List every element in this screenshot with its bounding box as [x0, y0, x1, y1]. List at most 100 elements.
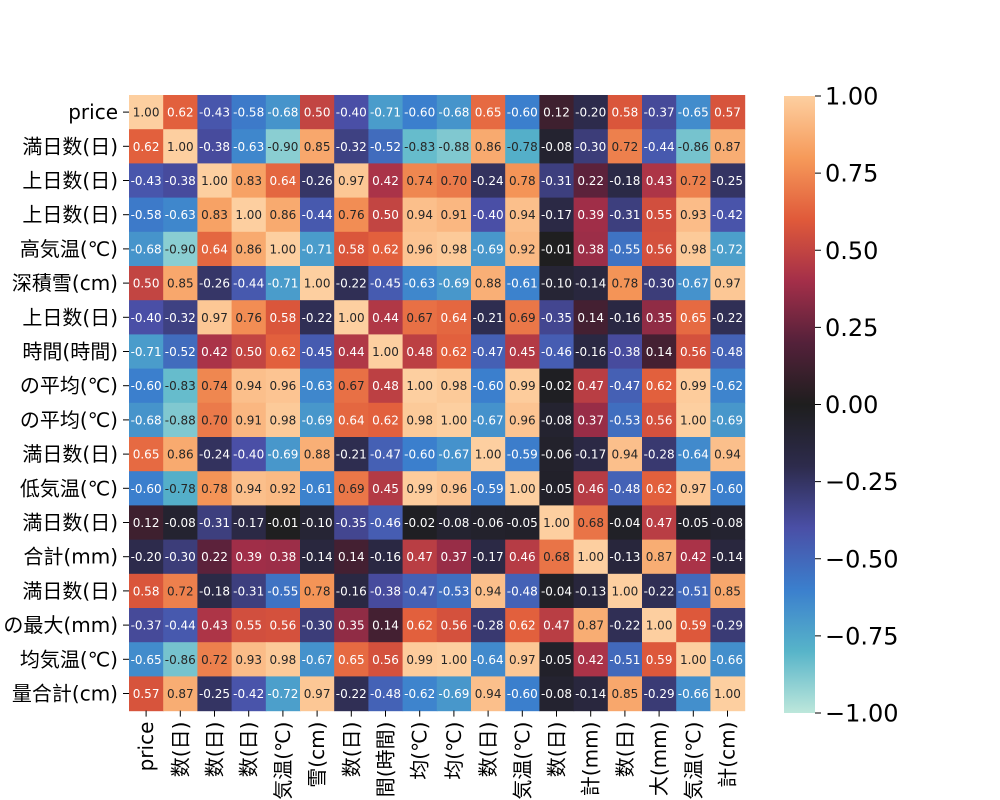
column-label: 計(mm) [579, 722, 603, 797]
cell-value-label: 0.47 [543, 619, 570, 633]
heatmap-cell [573, 300, 609, 335]
heatmap-cell [197, 437, 233, 472]
heatmap-cell [231, 334, 267, 370]
cell-value-label: 0.86 [475, 140, 502, 154]
cell-value-label: -0.48 [609, 482, 640, 496]
heatmap-cell [265, 334, 301, 370]
cell-value-label: -0.40 [336, 106, 367, 120]
cell-value-label: -0.40 [131, 311, 162, 325]
cell-value-label: 0.96 [406, 242, 433, 256]
cell-value-label: -0.20 [131, 550, 162, 564]
cell-value-label: 0.56 [441, 619, 468, 633]
heatmap-cell [334, 266, 369, 301]
heatmap-cell [402, 608, 438, 643]
heatmap-cell [607, 266, 643, 301]
cell-value-label: 0.93 [680, 208, 707, 222]
cell-value-label: -0.48 [370, 687, 401, 701]
cell-value-label: -0.38 [165, 174, 196, 188]
cell-value-label: -0.37 [644, 106, 675, 120]
row-label: の最大(mm) [3, 613, 118, 637]
heatmap-cell [607, 676, 643, 712]
heatmap-cell [163, 505, 198, 541]
cell-value-label: -0.65 [678, 106, 709, 120]
cell-value-label: -0.61 [302, 482, 333, 496]
cell-value-label: -0.32 [165, 311, 196, 325]
colorbar-tick-label: 0.75 [825, 160, 878, 188]
heatmap-cell [436, 471, 472, 506]
cell-value-label: 1.00 [680, 653, 707, 667]
cell-value-label: -0.69 [302, 413, 333, 427]
heatmap-cell [436, 129, 472, 164]
heatmap-cell [197, 95, 233, 130]
heatmap-cell [676, 505, 711, 541]
cell-value-label: -0.08 [541, 140, 572, 154]
cell-value-label: -0.30 [575, 140, 606, 154]
heatmap-cell [368, 402, 404, 438]
cell-value-label: 0.87 [714, 140, 741, 154]
heatmap-cell [573, 334, 609, 370]
heatmap-cell [402, 573, 438, 609]
cell-value-label: -0.10 [541, 277, 572, 291]
cell-value-label: -0.08 [541, 687, 572, 701]
heatmap-cell [163, 676, 198, 712]
heatmap-cell [539, 368, 575, 404]
heatmap-cell [300, 266, 335, 301]
heatmap-cell [129, 95, 164, 130]
cell-value-label: 0.42 [680, 550, 707, 564]
heatmap-cell [710, 129, 746, 164]
heatmap-cell [402, 676, 438, 712]
cell-value-label: 0.62 [133, 140, 160, 154]
cell-value-label: 0.47 [406, 550, 433, 564]
heatmap-cell [197, 368, 233, 404]
heatmap-cell [197, 300, 233, 335]
heatmap-cell [573, 573, 609, 609]
heatmap-cell [471, 402, 506, 438]
cell-value-label: 0.97 [680, 482, 707, 496]
cell-value-label: -0.69 [267, 448, 298, 462]
colorbar-tick-label: 0.25 [825, 314, 878, 342]
cell-value-label: 0.56 [372, 653, 399, 667]
cell-value-label: -0.43 [199, 106, 230, 120]
cell-value-label: 0.47 [646, 516, 673, 530]
cell-value-label: 0.48 [372, 379, 399, 393]
cell-value-label: -0.02 [541, 379, 572, 393]
cell-value-label: -0.60 [404, 106, 435, 120]
row-label: 満日数(日) [22, 511, 118, 535]
heatmap-cell [573, 129, 609, 164]
heatmap-cell [642, 471, 677, 506]
cell-value-label: 0.12 [133, 516, 160, 530]
cell-value-label: 0.22 [201, 550, 228, 564]
cell-value-label: 0.62 [646, 482, 673, 496]
cell-value-label: 0.85 [167, 277, 194, 291]
cell-value-label: -0.26 [302, 174, 333, 188]
cell-value-label: 0.64 [201, 242, 228, 256]
row-label: 合計(mm) [23, 545, 118, 569]
cell-value-label: -0.68 [267, 106, 298, 120]
cell-value-label: 0.50 [235, 345, 262, 359]
cell-value-label: 1.00 [201, 174, 228, 188]
heatmap-cell [505, 95, 540, 130]
heatmap-cell [471, 197, 506, 233]
cell-value-label: -0.04 [609, 516, 640, 530]
column-label: 数(日) [237, 722, 261, 778]
heatmap-cell [129, 608, 164, 643]
heatmap-cell [334, 676, 369, 712]
heatmap-cell [163, 129, 198, 164]
cell-value-label: -0.01 [541, 242, 572, 256]
heatmap-cell [163, 471, 198, 506]
heatmap-cell [402, 300, 438, 335]
heatmap-cell [676, 334, 711, 370]
cell-value-label: 1.00 [441, 413, 468, 427]
heatmap-cell [471, 300, 506, 335]
heatmap-cell [334, 471, 369, 506]
heatmap-cell [607, 505, 643, 541]
heatmap-cell [607, 608, 643, 643]
heatmap-cell [402, 95, 438, 130]
heatmap-cell [129, 642, 164, 677]
cell-value-label: 0.98 [680, 242, 707, 256]
cell-value-label: -0.28 [473, 619, 504, 633]
heatmap-cell [436, 197, 472, 233]
heatmap-cell [265, 300, 301, 335]
colorbar-tick-label: 0.00 [825, 391, 878, 419]
cell-value-label: 0.87 [167, 687, 194, 701]
